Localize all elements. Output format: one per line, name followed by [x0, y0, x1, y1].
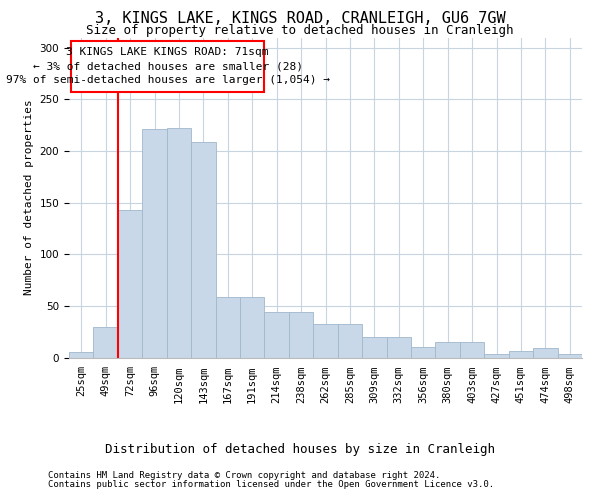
Bar: [215, 296, 240, 358]
Bar: [118, 210, 142, 358]
Y-axis label: Number of detached properties: Number of detached properties: [24, 100, 34, 296]
Bar: [362, 337, 386, 357]
Bar: [313, 324, 338, 358]
Bar: [557, 354, 582, 358]
Text: Contains HM Land Registry data © Crown copyright and database right 2024.: Contains HM Land Registry data © Crown c…: [48, 471, 440, 480]
Text: Size of property relative to detached houses in Cranleigh: Size of property relative to detached ho…: [86, 24, 514, 37]
Bar: [167, 128, 191, 358]
Bar: [265, 312, 289, 358]
Bar: [509, 352, 533, 358]
Bar: [191, 142, 215, 358]
Bar: [484, 354, 509, 358]
Bar: [142, 130, 167, 358]
Bar: [338, 324, 362, 358]
Text: 3 KINGS LAKE KINGS ROAD: 71sqm
← 3% of detached houses are smaller (28)
97% of s: 3 KINGS LAKE KINGS ROAD: 71sqm ← 3% of d…: [5, 48, 329, 86]
Text: 3, KINGS LAKE, KINGS ROAD, CRANLEIGH, GU6 7GW: 3, KINGS LAKE, KINGS ROAD, CRANLEIGH, GU…: [95, 11, 505, 26]
Bar: [240, 296, 265, 358]
Text: Distribution of detached houses by size in Cranleigh: Distribution of detached houses by size …: [105, 442, 495, 456]
Bar: [71, 40, 265, 92]
Bar: [436, 342, 460, 357]
Bar: [460, 342, 484, 357]
Bar: [289, 312, 313, 358]
Bar: [386, 337, 411, 357]
Bar: [94, 326, 118, 358]
Bar: [533, 348, 557, 358]
Text: Contains public sector information licensed under the Open Government Licence v3: Contains public sector information licen…: [48, 480, 494, 489]
Bar: [411, 347, 436, 358]
Bar: [69, 352, 94, 358]
